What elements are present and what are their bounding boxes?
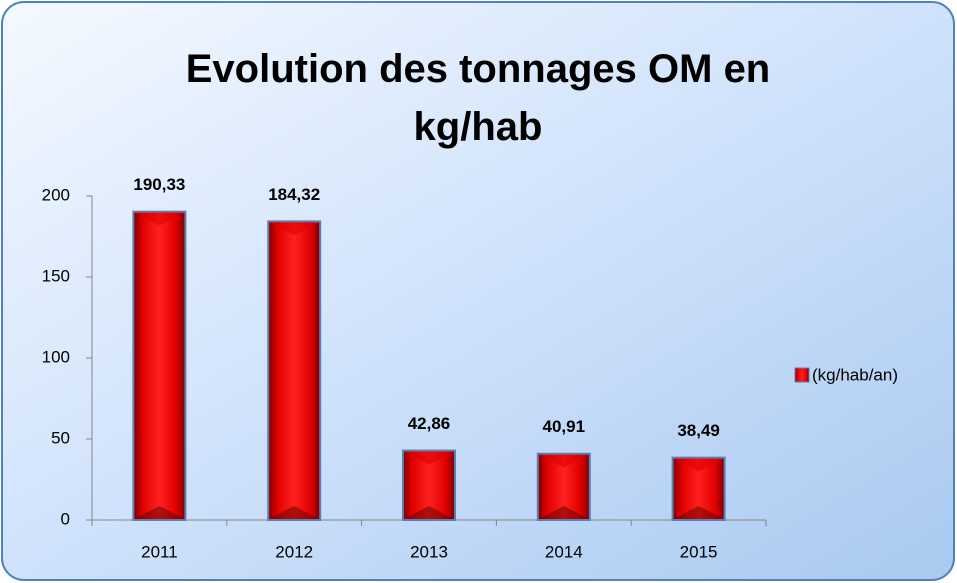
bar-bevel — [538, 454, 589, 468]
data-label: 40,91 — [543, 417, 586, 436]
x-tick-label: 2015 — [680, 542, 718, 561]
data-label: 190,33 — [133, 175, 185, 194]
x-tick-label: 2012 — [275, 542, 313, 561]
bar-bevel — [404, 451, 454, 465]
chart-title: Evolution des tonnages OM en kg/hab — [185, 47, 771, 149]
data-label: 38,49 — [677, 421, 720, 440]
bar — [267, 220, 322, 521]
legend-marker — [794, 367, 810, 383]
y-tick-label: 150 — [42, 266, 70, 285]
data-label: 184,32 — [268, 185, 320, 204]
x-tick-label: 2011 — [141, 542, 178, 561]
y-tick-label: 200 — [42, 185, 70, 204]
bar-bevel — [673, 458, 724, 472]
bar-bevel — [269, 506, 320, 519]
x-tick-label: 2013 — [410, 542, 448, 561]
bar-bevel — [134, 212, 185, 226]
y-tick-label: 0 — [61, 509, 70, 528]
bar-bevel — [404, 506, 454, 519]
y-tick-label: 100 — [42, 347, 70, 366]
data-label: 42,86 — [408, 414, 451, 433]
x-tick-label: 2014 — [545, 542, 583, 561]
bar-bevel — [269, 222, 320, 236]
bar-bevel — [538, 506, 589, 519]
y-tick-label: 50 — [51, 428, 70, 447]
legend-label: (kg/hab/an) — [812, 365, 898, 384]
bar — [132, 210, 187, 521]
bar-bevel — [134, 506, 185, 519]
bar-bevel — [673, 506, 724, 519]
